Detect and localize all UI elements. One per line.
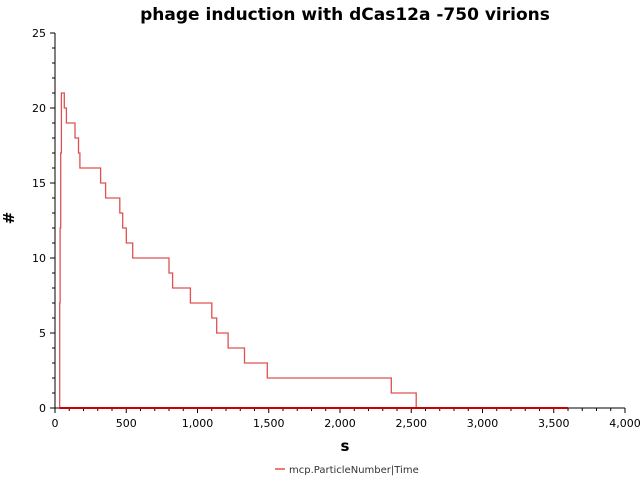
y-tick-label: 10 [32,252,46,265]
x-tick-label: 0 [52,417,59,430]
y-tick-label: 5 [39,327,46,340]
y-tick-label: 25 [32,27,46,40]
y-tick-label: 15 [32,177,46,190]
x-tick-label: 500 [116,417,137,430]
x-axis: 0 500 1,000 1,500 2,000 2,500 3,000 3,500 4,000 [52,408,640,430]
y-axis-label: # [0,212,18,225]
x-tick-label: 2,500 [396,417,428,430]
y-tick-label: 0 [39,402,46,415]
x-tick-label: 3,500 [538,417,570,430]
x-axis-label: s [341,437,350,455]
chart-title: phage induction with dCas12a -750 virion… [140,5,550,25]
x-tick-label: 4,000 [609,417,640,430]
legend-entry: mcp.ParticleNumber|Time [289,465,419,476]
y-axis: 0 5 10 15 20 25 [32,27,55,415]
x-tick-label: 1,000 [182,417,214,430]
x-tick-label: 3,000 [467,417,499,430]
series-layer [59,92,568,409]
x-tick-label: 1,500 [253,417,285,430]
x-tick-label: 2,000 [324,417,356,430]
plot-area [54,33,625,409]
legend: mcp.ParticleNumber|Time [275,465,419,476]
series-particle-number-line [59,92,417,409]
y-tick-label: 20 [32,102,46,115]
